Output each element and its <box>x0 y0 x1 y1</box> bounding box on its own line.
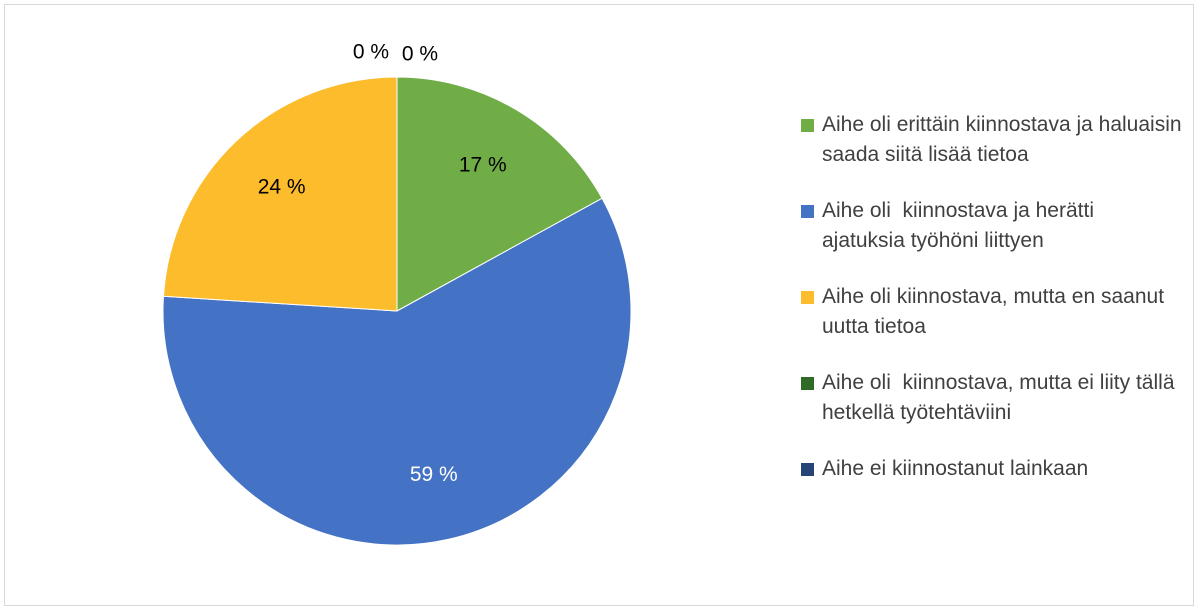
legend-item: Aihe oli kiinnostava, mutta en saanut uu… <box>822 285 1170 338</box>
data-label: 17 % <box>459 154 507 177</box>
data-label: 0 % <box>402 43 438 66</box>
data-label: 59 % <box>410 463 458 486</box>
pie-slice <box>396 76 603 312</box>
legend-swatch <box>801 205 814 218</box>
pie-slice <box>162 76 398 312</box>
legend-swatch <box>801 463 814 476</box>
data-label: 24 % <box>258 176 306 199</box>
legend-item: Aihe oli erittäin kiinnostava ja haluais… <box>822 113 1188 166</box>
legend-item: Aihe oli kiinnostava, mutta ei liity täl… <box>822 371 1181 424</box>
chart-frame <box>4 4 1194 606</box>
pie-slice <box>162 197 632 546</box>
legend-swatch <box>801 377 814 390</box>
legend-item: Aihe ei kiinnostanut lainkaan <box>822 457 1089 480</box>
legend-swatch <box>801 119 814 132</box>
legend-swatch <box>801 291 814 304</box>
data-label: 0 % <box>353 41 389 64</box>
legend-item: Aihe oli kiinnostava ja herätti ajatuksi… <box>822 199 1100 252</box>
